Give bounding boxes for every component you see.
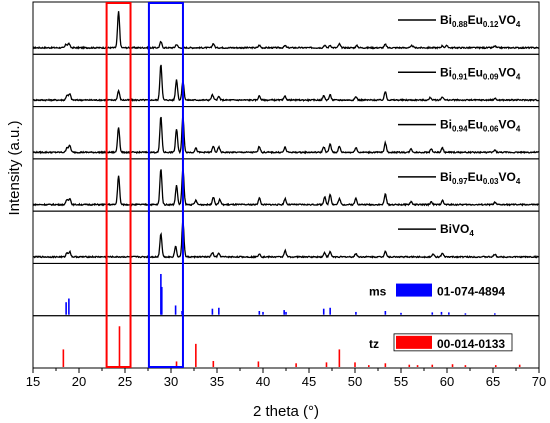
legend-label-part: 4	[516, 20, 521, 29]
diffractogram-line	[32, 168, 539, 207]
x-tick-label: 65	[486, 374, 500, 389]
legend-label-part: Eu	[468, 170, 483, 184]
legend-label: Bi0.97Eu0.03VO4	[440, 170, 521, 186]
diffractogram-panel: Bi0.91Eu0.09VO4	[32, 53, 540, 108]
x-tick-label: 15	[26, 374, 40, 389]
x-tick-label: 20	[72, 374, 86, 389]
highlight-box	[147, 2, 184, 368]
reference-swatch	[396, 335, 432, 349]
diffractogram-line	[32, 116, 540, 155]
diffractogram-line	[32, 219, 540, 259]
legend-label-part: 0.88	[452, 20, 468, 29]
legend-label-part: 0.97	[452, 177, 468, 186]
x-axis-label: 2 theta (°)	[253, 403, 319, 420]
x-axis: 15 20 25 30 35 40 45 50 55 60 65 70	[26, 368, 546, 389]
reference-card-number: 00-014-0133	[437, 337, 505, 351]
diffractogram-line	[32, 11, 540, 50]
y-axis-label: Intensity (a.u.)	[6, 120, 23, 215]
diffractogram-line	[32, 64, 539, 103]
legend-label-part: 4	[516, 72, 521, 81]
x-tick-label: 30	[164, 374, 178, 389]
legend-label: Bi0.88Eu0.12VO4	[440, 13, 521, 29]
legend-label-part: VO	[499, 170, 516, 184]
legend-label-part: 0.03	[483, 177, 499, 186]
legend-label-part: Eu	[468, 65, 483, 79]
legend-label-part: 0.94	[452, 125, 468, 134]
legend-label-part: VO	[499, 118, 516, 132]
highlight-box	[105, 2, 132, 368]
legend-label-part: Eu	[468, 13, 483, 27]
diffractogram-panel: Bi0.97Eu0.03VO4	[32, 158, 540, 212]
highlight-boxes-layer	[105, 2, 184, 368]
legend-label-part: VO	[499, 13, 516, 27]
x-tick-label: 55	[394, 374, 408, 389]
legend-label-part: 4	[516, 125, 521, 134]
reference-swatch	[396, 283, 432, 297]
x-tick-label: 40	[256, 374, 270, 389]
diffractogram-panel: Bi0.88Eu0.12VO4	[32, 1, 540, 55]
reference-panel-ms: ms 01-074-4894	[32, 262, 540, 317]
reference-card-number: 01-074-4894	[437, 285, 505, 299]
reference-panel-tz: tz 00-014-0133	[32, 315, 540, 369]
legend-label-part: Eu	[468, 118, 483, 132]
diffractogram-panel: Bi0.94Eu0.06VO4	[32, 106, 540, 160]
x-tick-label: 70	[532, 374, 546, 389]
x-tick-label: 25	[118, 374, 132, 389]
legend-label-part: 0.09	[483, 72, 499, 81]
legend-label-part: 0.06	[483, 125, 499, 134]
diffractogram-panel-frame	[32, 210, 540, 264]
reference-patterns-layer: ms 01-074-4894 tz 00-014-0133	[32, 262, 540, 369]
legend-label: Bi0.94Eu0.06VO4	[440, 118, 521, 134]
x-tick-label: 60	[440, 374, 454, 389]
legend-label: Bi0.91Eu0.09VO4	[440, 65, 521, 81]
legend-label-part: BiVO	[440, 222, 469, 236]
legend-label-part: Bi	[440, 65, 452, 79]
legend-label: BiVO4	[440, 222, 474, 238]
legend-label-part: Bi	[440, 13, 452, 27]
diffractogram-panel: BiVO4	[32, 210, 540, 264]
reference-label: tz	[369, 337, 379, 351]
x-tick-label: 50	[348, 374, 362, 389]
x-tick-label: 45	[302, 374, 316, 389]
legend-label-part: 4	[516, 177, 521, 186]
legend-label-part: VO	[499, 65, 516, 79]
legend-label-part: 0.12	[483, 20, 499, 29]
x-tick-label: 35	[210, 374, 224, 389]
legend-label-part: 0.91	[452, 72, 468, 81]
legend-label-part: Bi	[440, 118, 452, 132]
reference-label: ms	[369, 285, 387, 299]
legend-label-part: Bi	[440, 170, 452, 184]
legend-label-part: 4	[469, 229, 474, 238]
panels-layer: Bi0.88Eu0.12VO4Bi0.91Eu0.09VO4Bi0.94Eu0.…	[32, 1, 540, 264]
